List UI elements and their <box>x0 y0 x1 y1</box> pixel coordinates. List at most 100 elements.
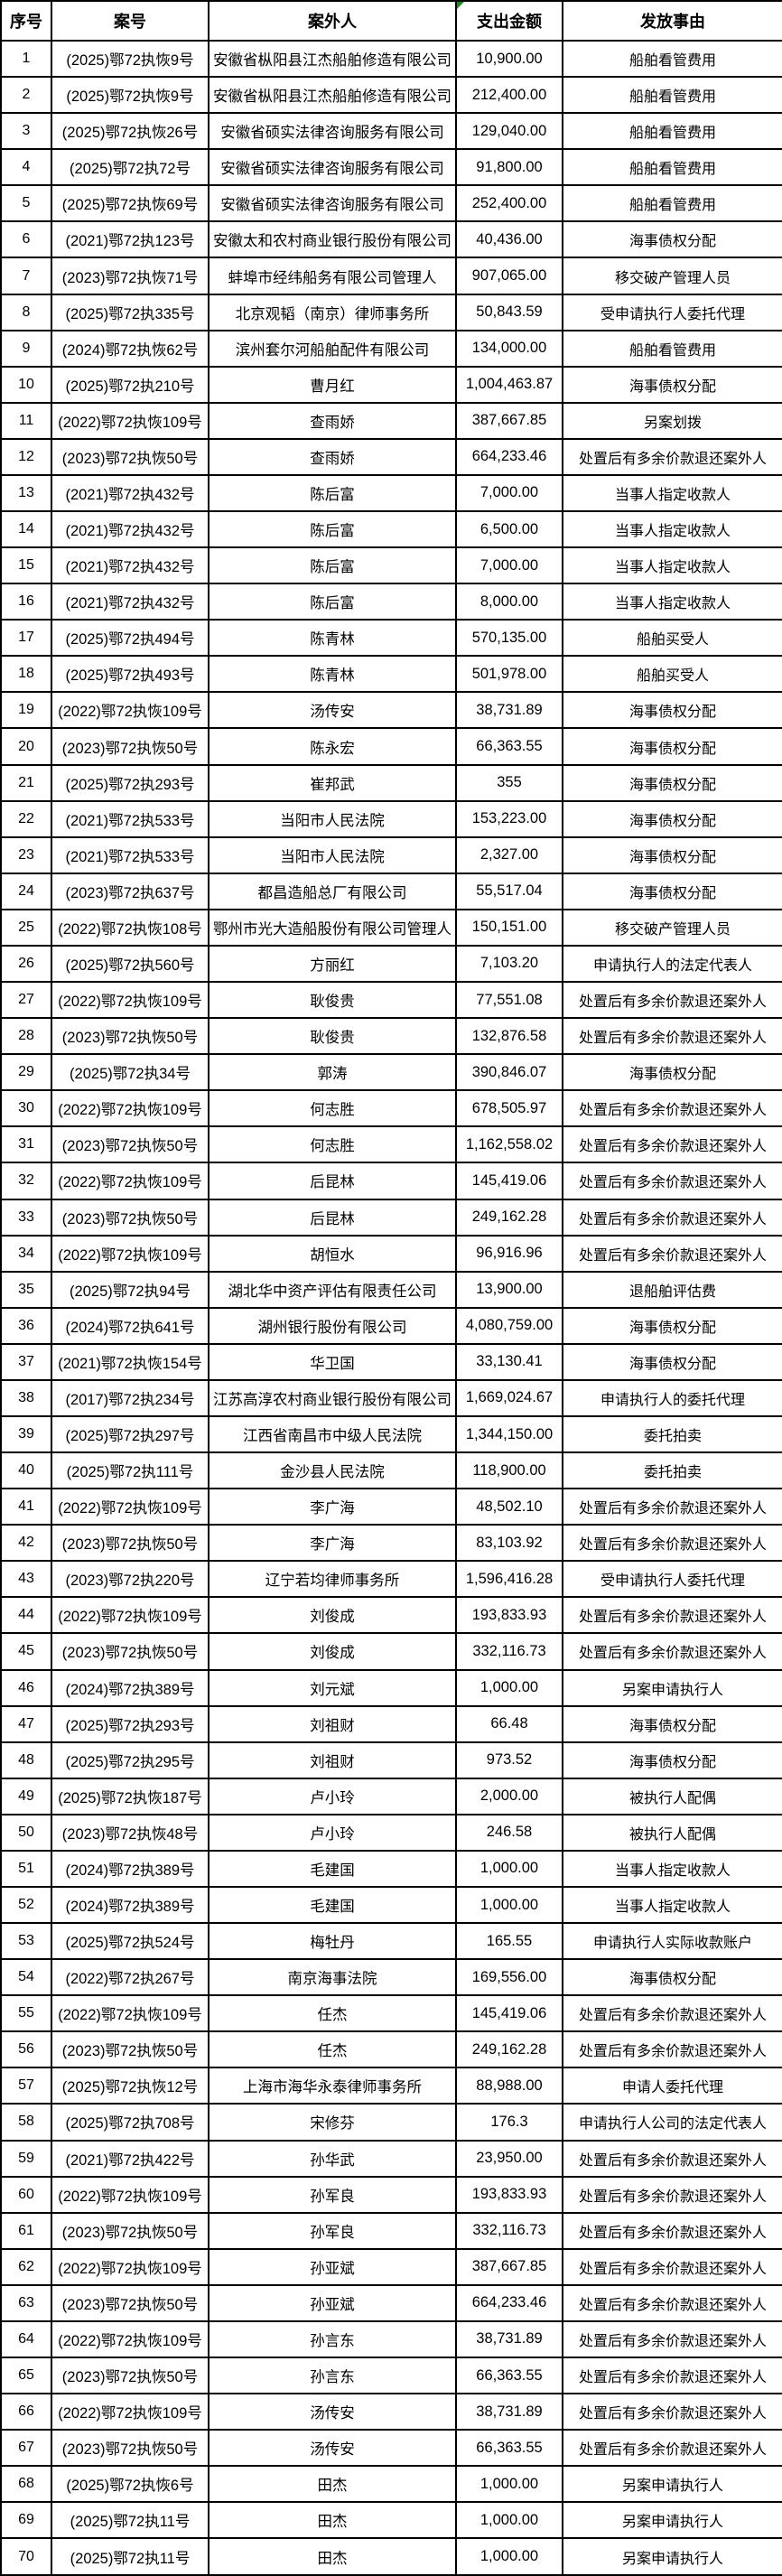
table-row: 47 (2025)鄂72执293号 刘祖财 66.48 海事债权分配 <box>0 1704 782 1743</box>
cell-party: 任杰 <box>208 2030 457 2069</box>
cell-amount: 2,000.00 <box>455 1777 563 1815</box>
cell-reason: 当事人指定收款人 <box>562 510 782 549</box>
cell-case-number: (2025)鄂72执34号 <box>51 1053 209 1092</box>
cell-index: 21 <box>0 763 52 802</box>
table-row: 29 (2025)鄂72执34号 郭涛 390,846.07 海事债权分配 <box>0 1053 782 1092</box>
cell-index: 23 <box>0 835 52 874</box>
cell-reason: 海事债权分配 <box>562 835 782 874</box>
cell-index: 60 <box>0 2175 52 2214</box>
cell-party: 汤传安 <box>208 691 457 730</box>
table-row: 16 (2021)鄂72执432号 陈后富 8,000.00 当事人指定收款人 <box>0 583 782 621</box>
cell-amount: 77,551.08 <box>455 981 563 1020</box>
cell-party: 孙言东 <box>208 2356 457 2395</box>
cell-party: 安徽省硕实法律咨询服务有限公司 <box>208 184 457 223</box>
table-row: 67 (2023)鄂72执恢50号 汤传安 66,363.55 处置后有多余价款… <box>0 2429 782 2468</box>
cell-index: 52 <box>0 1885 52 1925</box>
cell-party: 方丽红 <box>208 944 457 984</box>
cell-party: 田杰 <box>208 2465 457 2504</box>
cell-index: 9 <box>0 329 52 368</box>
cell-index: 34 <box>0 1234 52 1273</box>
cell-amount: 55,517.04 <box>455 872 563 910</box>
table-row: 5 (2025)鄂72执恢69号 安徽省硕实法律咨询服务有限公司 252,400… <box>0 184 782 223</box>
cell-case-number: (2024)鄂72执641号 <box>51 1306 209 1345</box>
table-row: 53 (2025)鄂72执524号 梅牡丹 165.55 申请执行人实际收款账户 <box>0 1922 782 1961</box>
cell-party: 金沙县人民法院 <box>208 1451 457 1490</box>
table-row: 13 (2021)鄂72执432号 陈后富 7,000.00 当事人指定收款人 <box>0 473 782 513</box>
cell-reason: 处置后有多余价款退还案外人 <box>562 2139 782 2178</box>
cell-case-number: (2023)鄂72执恢50号 <box>51 727 209 766</box>
cell-case-number: (2024)鄂72执389号 <box>51 1849 209 1888</box>
cell-index: 35 <box>0 1270 52 1309</box>
cell-amount: 33,130.41 <box>455 1342 563 1381</box>
cell-index: 15 <box>0 546 52 585</box>
cell-case-number: (2025)鄂72执11号 <box>51 2501 209 2540</box>
cell-party: 陈永宏 <box>208 727 457 766</box>
cell-amount: 1,669,024.67 <box>455 1378 563 1417</box>
table-row: 34 (2022)鄂72执恢109号 胡恒水 96,916.96 处置后有多余价… <box>0 1234 782 1273</box>
cell-reason: 另案申请执行人 <box>562 1668 782 1707</box>
table-row: 11 (2022)鄂72执恢109号 查雨娇 387,667.85 另案划拨 <box>0 401 782 440</box>
cell-amount: 96,916.96 <box>455 1234 563 1273</box>
cell-amount: 7,000.00 <box>455 473 563 513</box>
cell-reason: 船舶买受人 <box>562 655 782 694</box>
cell-amount: 246.58 <box>455 1813 563 1852</box>
cell-case-number: (2025)鄂72执708号 <box>51 2103 209 2142</box>
cell-party: 毛建国 <box>208 1885 457 1925</box>
cell-amount: 66,363.55 <box>455 2429 563 2468</box>
cell-index: 50 <box>0 1813 52 1852</box>
cell-index: 45 <box>0 1632 52 1671</box>
table-row: 45 (2023)鄂72执恢50号 刘俊成 332,116.73 处置后有多余价… <box>0 1632 782 1671</box>
cell-index: 53 <box>0 1922 52 1961</box>
table-row: 51 (2024)鄂72执389号 毛建国 1,000.00 当事人指定收款人 <box>0 1849 782 1888</box>
cell-party: 李广海 <box>208 1524 457 1563</box>
cell-reason: 当事人指定收款人 <box>562 1885 782 1925</box>
cell-amount: 23,950.00 <box>455 2139 563 2178</box>
cell-amount: 66.48 <box>455 1704 563 1743</box>
cell-party: 安徽省硕实法律咨询服务有限公司 <box>208 148 457 187</box>
cell-reason: 退船舶评估费 <box>562 1270 782 1309</box>
cell-reason: 处置后有多余价款退还案外人 <box>562 1125 782 1164</box>
cell-case-number: (2023)鄂72执恢50号 <box>51 2356 209 2395</box>
table-row: 10 (2025)鄂72执210号 曹月红 1,004,463.87 海事债权分… <box>0 365 782 404</box>
cell-index: 6 <box>0 220 52 259</box>
cell-party: 田杰 <box>208 2537 457 2576</box>
cell-index: 43 <box>0 1560 52 1599</box>
cell-reason: 处置后有多余价款退还案外人 <box>562 1596 782 1635</box>
cell-party: 陈青林 <box>208 619 457 658</box>
cell-reason: 海事债权分配 <box>562 1704 782 1743</box>
table-row: 49 (2025)鄂72执恢187号 卢小玲 2,000.00 被执行人配偶 <box>0 1777 782 1815</box>
cell-index: 58 <box>0 2103 52 2142</box>
cell-amount: 10,900.00 <box>455 39 563 79</box>
cell-case-number: (2021)鄂72执422号 <box>51 2139 209 2178</box>
cell-index: 26 <box>0 944 52 984</box>
cell-amount: 118,900.00 <box>455 1451 563 1490</box>
cell-amount: 40,436.00 <box>455 220 563 259</box>
cell-reason: 申请执行人的委托代理 <box>562 1378 782 1417</box>
table-row: 24 (2023)鄂72执637号 都昌造船总厂有限公司 55,517.04 海… <box>0 872 782 910</box>
table-row: 15 (2021)鄂72执432号 陈后富 7,000.00 当事人指定收款人 <box>0 546 782 585</box>
cell-index: 67 <box>0 2429 52 2468</box>
table-row: 21 (2025)鄂72执293号 崔邦武 355 海事债权分配 <box>0 763 782 802</box>
cell-amount: 1,162,558.02 <box>455 1125 563 1164</box>
cell-reason: 当事人指定收款人 <box>562 583 782 621</box>
cell-party: 滨州套尔河船舶配件有限公司 <box>208 329 457 368</box>
header-row: 序号 案号 案外人 支出金额 发放事由 <box>0 0 782 42</box>
table-row: 14 (2021)鄂72执432号 陈后富 6,500.00 当事人指定收款人 <box>0 510 782 549</box>
cell-amount: 83,103.92 <box>455 1524 563 1563</box>
cell-index: 55 <box>0 1994 52 2033</box>
cell-case-number: (2025)鄂72执恢12号 <box>51 2067 209 2105</box>
cell-reason: 处置后有多余价款退还案外人 <box>562 1089 782 1128</box>
table-row: 70 (2025)鄂72执11号 田杰 1,000.00 另案申请执行人 <box>0 2537 782 2576</box>
cell-amount: 91,800.00 <box>455 148 563 187</box>
cell-amount: 150,151.00 <box>455 908 563 947</box>
cell-party: 何志胜 <box>208 1089 457 1128</box>
cell-case-number: (2021)鄂72执123号 <box>51 220 209 259</box>
table-row: 12 (2023)鄂72执恢50号 查雨娇 664,233.46 处置后有多余价… <box>0 437 782 476</box>
cell-party: 汤传安 <box>208 2393 457 2431</box>
cell-party: 当阳市人民法院 <box>208 835 457 874</box>
cell-reason: 处置后有多余价款退还案外人 <box>562 2211 782 2250</box>
cell-reason: 处置后有多余价款退还案外人 <box>562 981 782 1020</box>
cell-index: 11 <box>0 401 52 440</box>
cell-reason: 处置后有多余价款退还案外人 <box>562 2319 782 2359</box>
